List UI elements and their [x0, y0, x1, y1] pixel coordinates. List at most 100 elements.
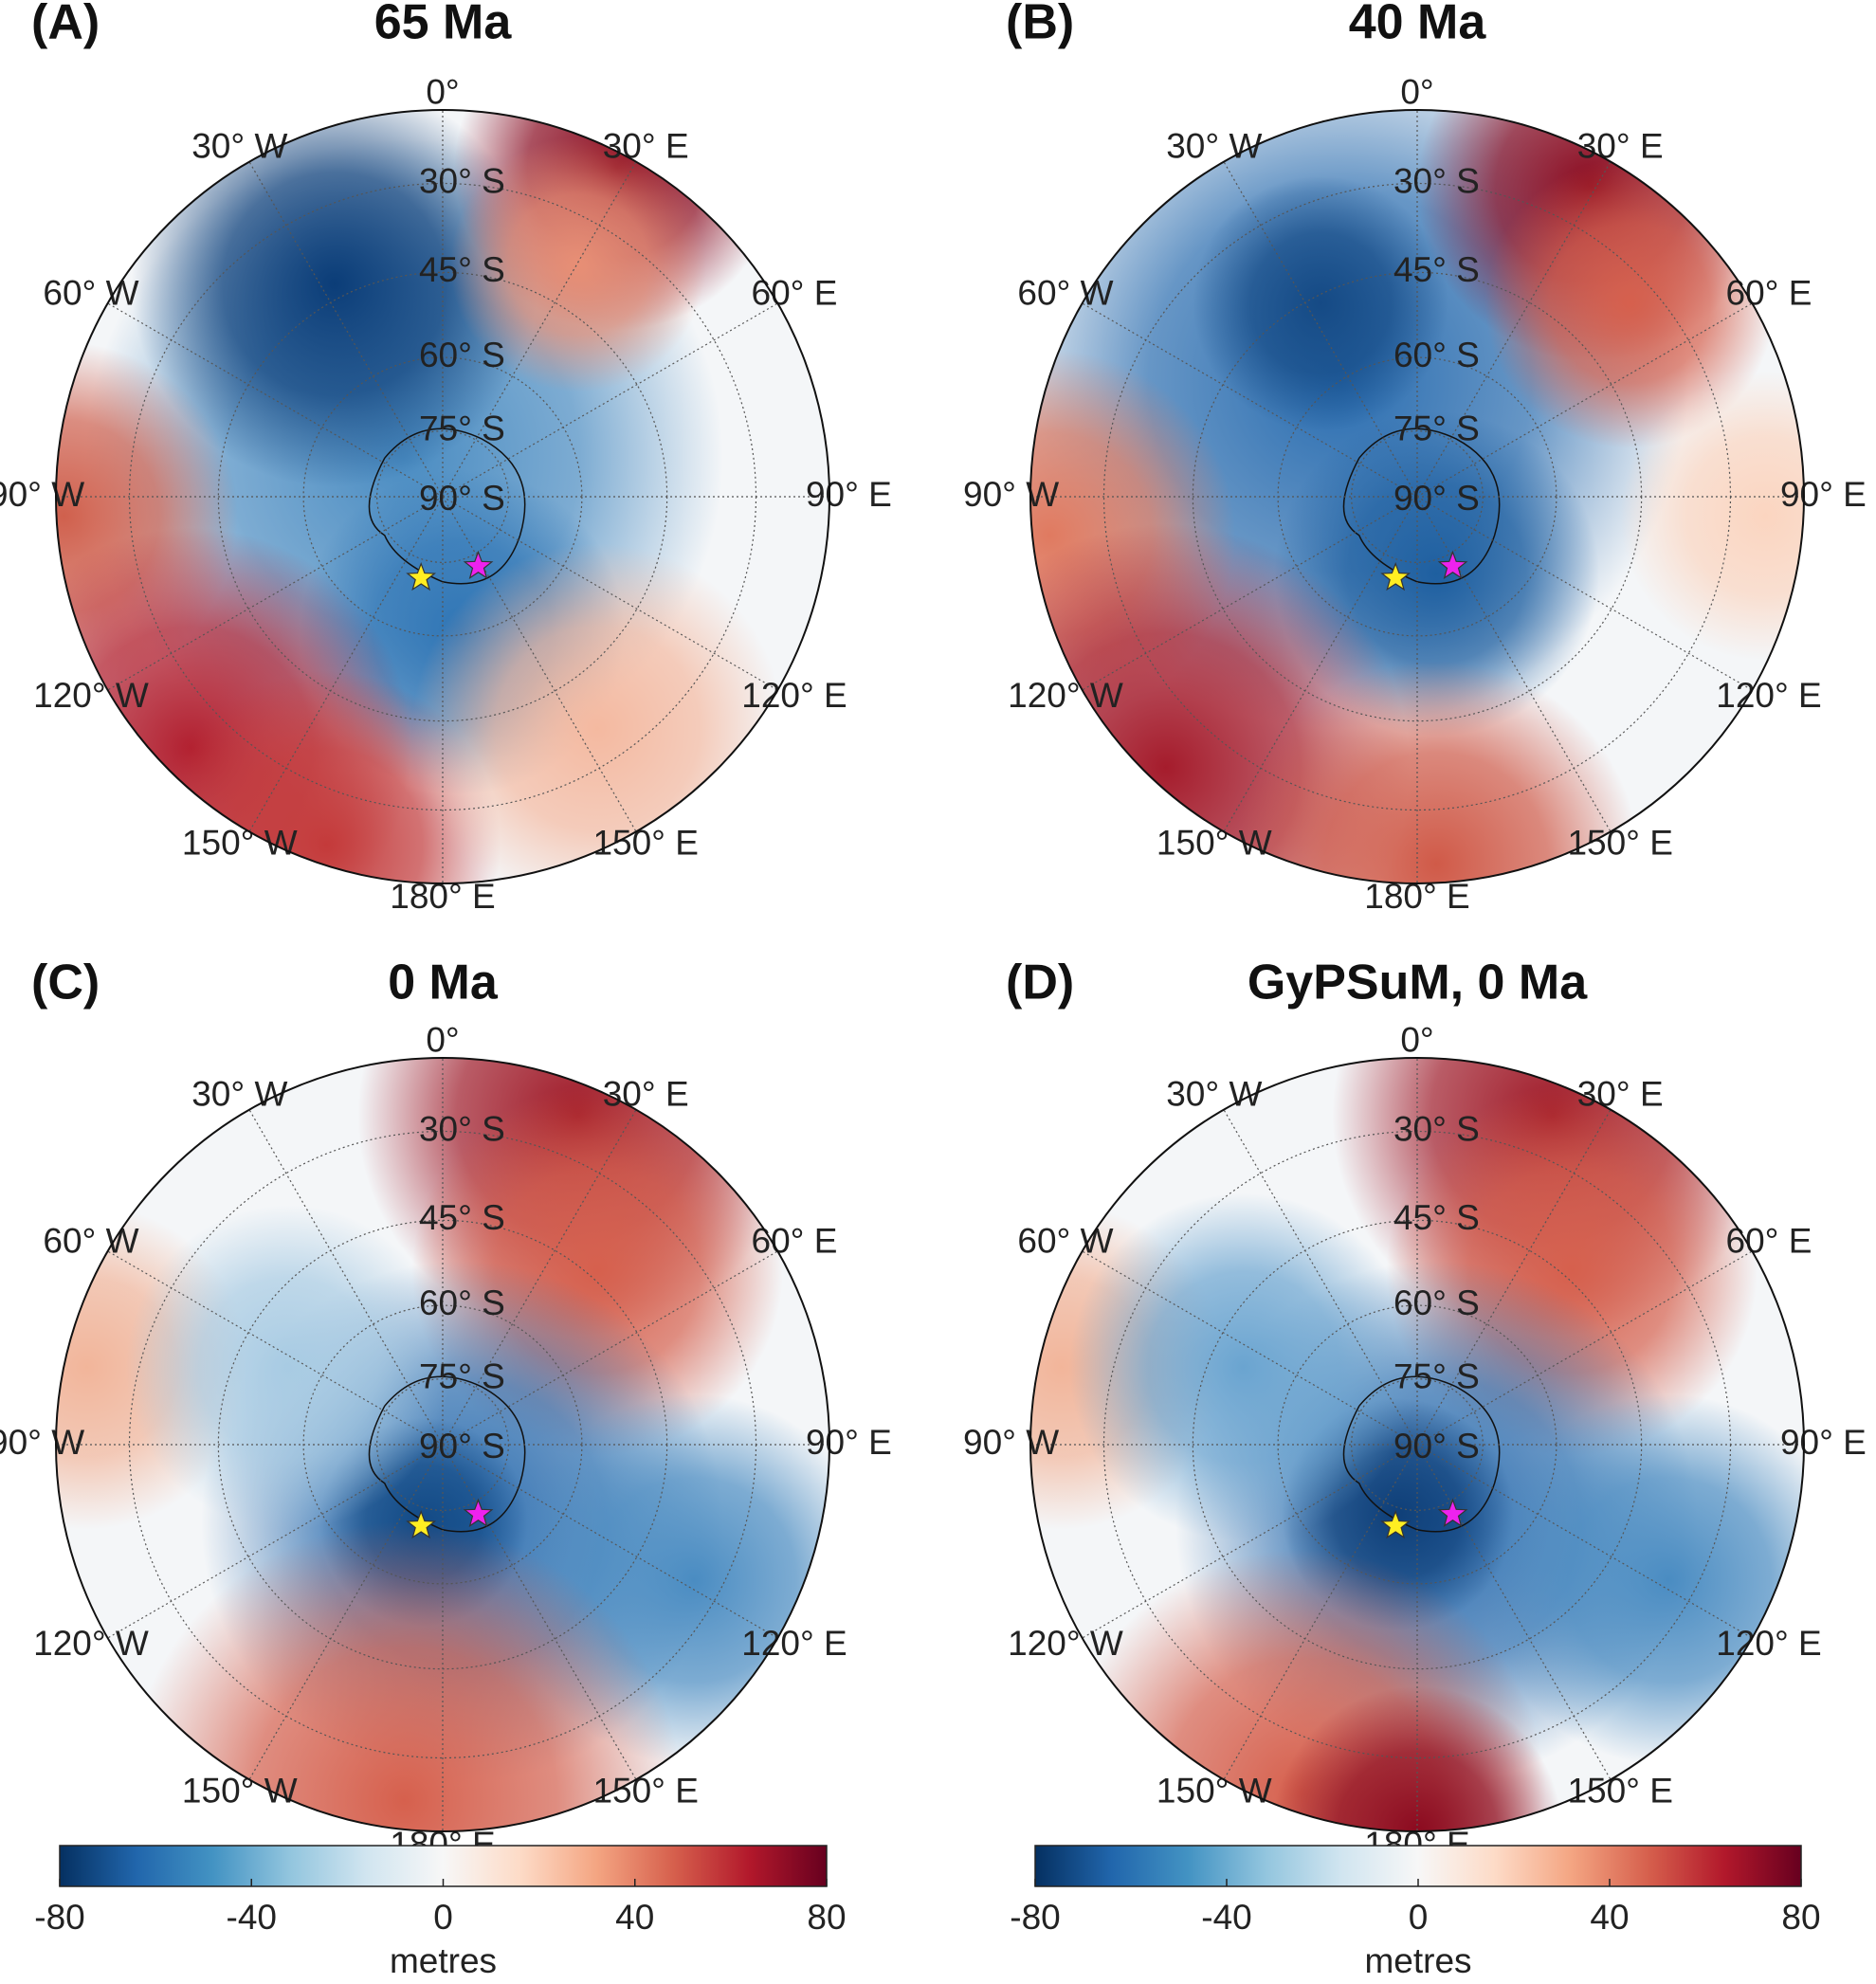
longitude-label: 90° E — [806, 475, 892, 514]
graticule-meridian — [1082, 496, 1418, 691]
colorbar: -80 -40 0 40 80 metres — [34, 1845, 847, 1980]
graticule-ring — [1351, 430, 1484, 563]
latitude-label: 30° S — [419, 161, 505, 200]
star-marker — [463, 1498, 494, 1527]
coastline — [1342, 1375, 1501, 1533]
graticule-meridian — [107, 1250, 444, 1446]
graticule-meridian — [1416, 496, 1612, 832]
longitude-label: 30° E — [603, 1074, 689, 1113]
star-marker — [1437, 1498, 1468, 1527]
field-blob — [1233, 661, 1640, 883]
latitude-label: 90° S — [419, 479, 505, 518]
longitude-label: 90° W — [0, 475, 84, 514]
longitude-label: 0° — [1400, 1020, 1433, 1059]
latitude-label: 45° S — [419, 1198, 505, 1237]
graticule-meridian — [1416, 496, 1753, 691]
graticule-meridian — [442, 496, 778, 691]
graticule-meridian — [1416, 161, 1612, 498]
panel-title: 40 Ma — [1349, 0, 1487, 50]
graticule-meridian — [248, 1444, 444, 1780]
longitude-label: 60° W — [1017, 274, 1113, 313]
field-blob — [1272, 1686, 1562, 1831]
graticule-meridian — [442, 1250, 778, 1446]
colorbar-tick-label: -80 — [1010, 1898, 1060, 1937]
longitude-label: 120° W — [33, 676, 149, 715]
field-blob — [450, 137, 706, 392]
graticule-meridian — [442, 161, 637, 498]
field-blob — [131, 110, 537, 487]
longitude-label: 60° W — [43, 1222, 138, 1261]
star-marker — [1380, 1510, 1412, 1539]
panel-label: (A) — [31, 0, 100, 50]
graticule-meridian — [442, 1444, 778, 1639]
graticule-meridian — [1223, 161, 1418, 498]
colorbar-label: metres — [390, 1941, 497, 1980]
longitude-label: 120° E — [1716, 1624, 1822, 1663]
longitude-label: 60° E — [752, 1222, 838, 1261]
graticule-meridian — [1416, 1444, 1753, 1639]
star-marker — [406, 1510, 437, 1539]
longitude-label: 30° W — [191, 126, 287, 165]
colorbar-tick-label: 0 — [1409, 1898, 1429, 1937]
graticule-meridian — [107, 302, 444, 498]
longitude-label: 60° E — [1726, 274, 1812, 313]
latitude-label: 45° S — [419, 250, 505, 289]
graticule-meridian — [1082, 1444, 1418, 1639]
graticule-meridian — [442, 1109, 637, 1446]
latitude-label: 45° S — [1393, 1198, 1480, 1237]
graticule-meridian — [1223, 1444, 1418, 1780]
longitude-label: 30° E — [1577, 1074, 1664, 1113]
colorbar-tick-label: -80 — [34, 1898, 84, 1937]
graticule-meridian — [107, 496, 444, 691]
latitude-label: 60° S — [1393, 336, 1480, 374]
longitude-label: 150° E — [1567, 823, 1673, 862]
colorbar-tick-label: -40 — [227, 1898, 277, 1937]
field-blob — [1193, 175, 1448, 431]
latitude-label: 60° S — [419, 1283, 505, 1322]
longitude-label: 0° — [426, 72, 459, 111]
longitude-label: 150° W — [182, 823, 298, 862]
graticule-ring — [376, 430, 509, 563]
longitude-label: 90° E — [1780, 1423, 1867, 1462]
longitude-label: 30° W — [1166, 1074, 1262, 1113]
colorbar-tick-label: 40 — [615, 1898, 654, 1937]
graticule-ring — [1351, 1378, 1484, 1511]
map-border — [1029, 1057, 1805, 1832]
graticule-meridian — [248, 1109, 444, 1446]
longitude-label: 150° W — [1157, 823, 1272, 862]
longitude-label: 150° E — [1567, 1771, 1673, 1810]
graticule-meridian — [442, 302, 778, 498]
longitude-label: 0° — [426, 1020, 459, 1059]
longitude-label: 30° E — [603, 126, 689, 165]
longitude-label: 90° E — [806, 1423, 892, 1462]
panel-label: (C) — [31, 956, 100, 1010]
field-blob — [125, 1521, 683, 1831]
longitude-label: 120° W — [1008, 676, 1123, 715]
colorbar-tick-label: -40 — [1201, 1898, 1251, 1937]
latitude-label: 60° S — [1393, 1283, 1480, 1322]
graticule-meridian — [1416, 1109, 1612, 1446]
latitude-label: 30° S — [419, 1109, 505, 1148]
longitude-label: 90° E — [1780, 475, 1867, 514]
longitude-label: 150° E — [592, 823, 699, 862]
longitude-label: 120° W — [1008, 1624, 1123, 1663]
panel-title: GyPSuM, 0 Ma — [1248, 956, 1588, 1010]
coastline — [368, 428, 526, 585]
field — [56, 110, 784, 883]
star-marker — [406, 562, 437, 592]
graticule-meridian — [442, 1444, 637, 1780]
field-blob — [1620, 371, 1804, 662]
panel-title: 0 Ma — [388, 956, 499, 1010]
longitude-label: 60° E — [1726, 1222, 1812, 1261]
star-marker — [1437, 550, 1468, 579]
longitude-label: 60° E — [752, 274, 838, 313]
field-blob — [125, 1205, 451, 1530]
latitude-label: 75° S — [419, 409, 505, 447]
map-border — [55, 1057, 830, 1832]
latitude-label: 90° S — [419, 1427, 505, 1465]
graticule-meridian — [248, 496, 444, 832]
panel-title: 65 Ma — [374, 0, 513, 50]
longitude-label: 120° E — [741, 676, 847, 715]
